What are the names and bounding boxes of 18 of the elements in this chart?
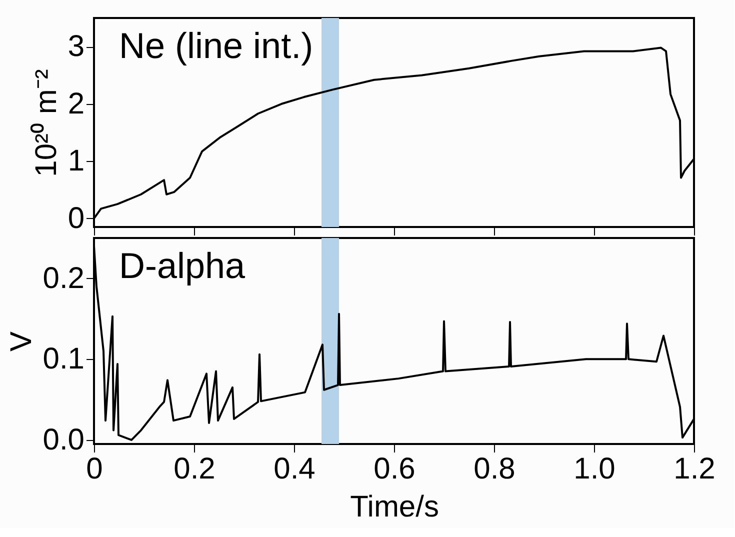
y-tick-label: 0.0: [42, 423, 84, 456]
y-axis-title: V: [4, 331, 38, 352]
x-tick-label: 0.2: [174, 452, 216, 486]
y-tick-label: 1: [68, 144, 84, 178]
x-axis-title: Time/s: [350, 490, 439, 524]
x-tick-label: 1.2: [674, 452, 716, 486]
annotation: D-alpha: [119, 245, 246, 286]
y-tick-label: 0.1: [42, 342, 84, 376]
y-tick-label: 0: [68, 202, 84, 235]
annotation: Ne (line int.): [119, 25, 314, 66]
x-tick-label: 0.6: [374, 452, 416, 486]
x-tick-label: 0.4: [274, 452, 316, 486]
y-tick-label: 2: [68, 87, 84, 120]
x-tick-label: 0.8: [474, 452, 516, 486]
y-tick-label: 3: [68, 30, 84, 64]
y-tick-label: 0.2: [42, 262, 84, 295]
y-axis-title: 10²⁰ m⁻²: [30, 69, 63, 177]
x-tick-label: 1.0: [574, 452, 616, 486]
